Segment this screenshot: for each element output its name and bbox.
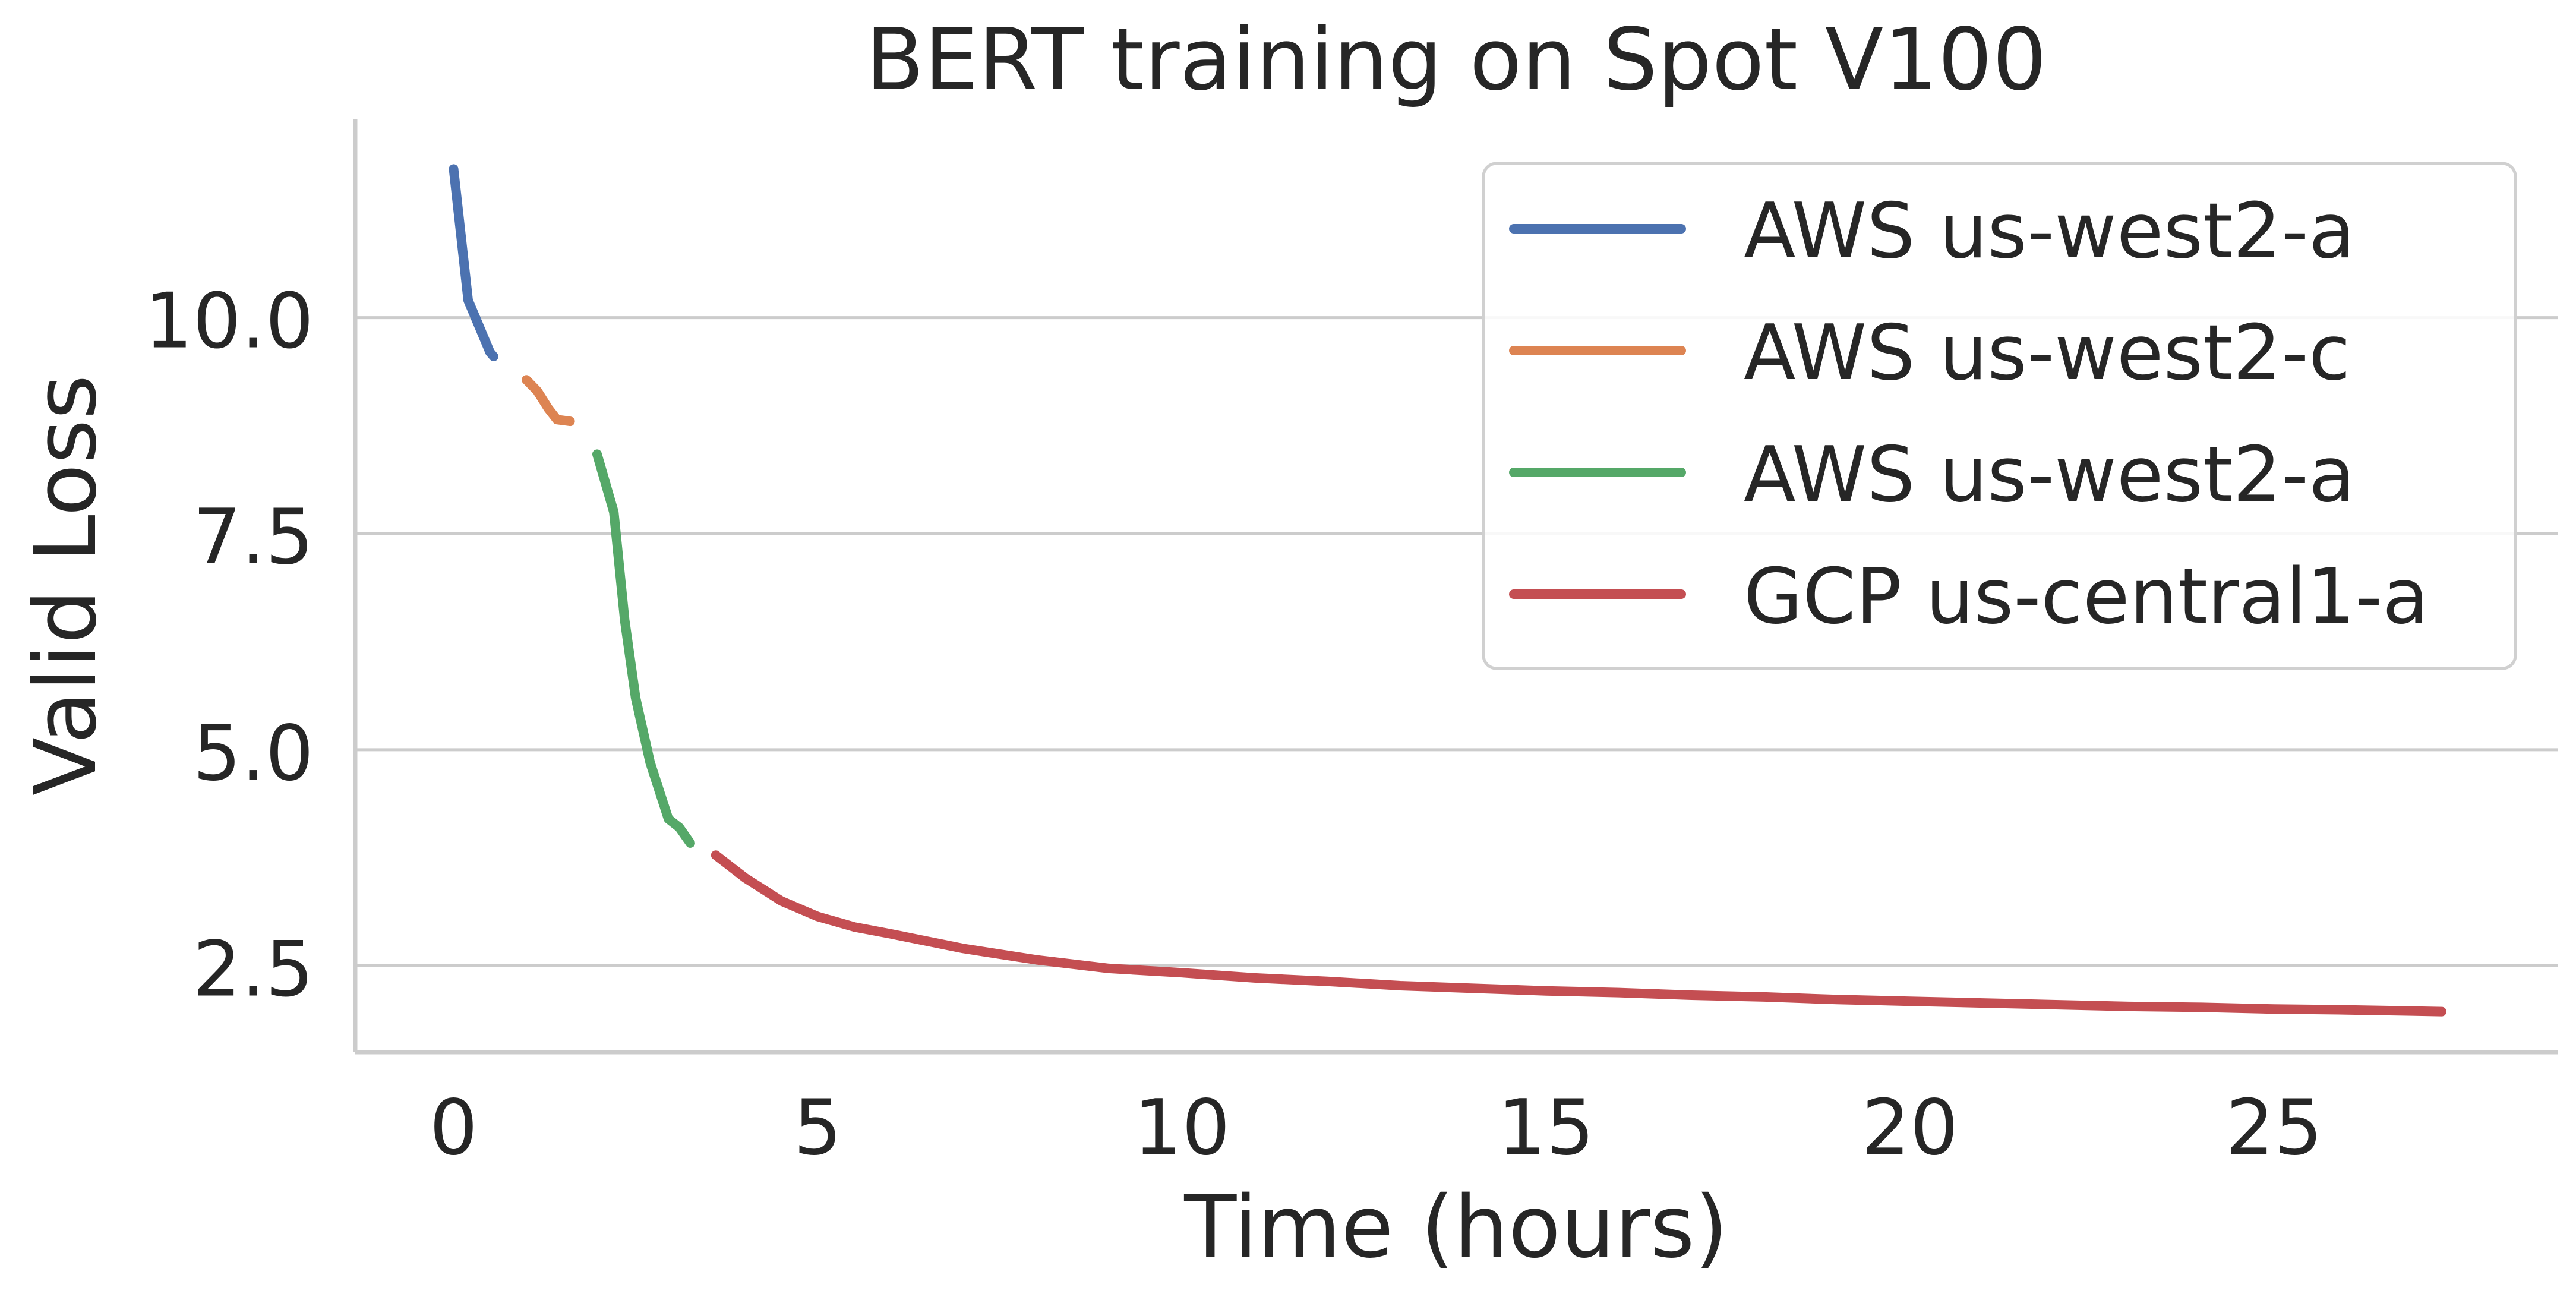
y-tick-label: 2.5	[192, 926, 314, 1014]
series-line-3	[592, 449, 695, 848]
series-line-2	[522, 375, 575, 427]
legend-items: AWS us-west2-a AWS us-west2-c AWS us-west2…	[1509, 187, 2429, 641]
legend: AWS us-west2-a AWS us-west2-c AWS us-west2…	[1482, 162, 2517, 670]
y-tick-label: 5.0	[192, 709, 314, 798]
x-axis-label: Time (hours)	[1183, 1177, 1728, 1277]
x-tick-label: 5	[794, 1084, 842, 1172]
legend-label: AWS us-west2-a	[1744, 187, 2355, 276]
x-tick-label: 0	[430, 1084, 478, 1172]
y-tick-label: 7.5	[192, 493, 314, 582]
x-tick-label: 20	[1862, 1084, 1959, 1172]
data-series	[449, 164, 2446, 1017]
legend-label: AWS us-west2-a	[1744, 431, 2355, 519]
legend-label: GCP us-central1-a	[1744, 553, 2429, 641]
chart-title: BERT training on Spot V100	[866, 10, 2047, 109]
x-tick-label: 15	[1498, 1084, 1595, 1172]
y-axis-label: Valid Loss	[15, 375, 115, 796]
series-line-1	[449, 164, 498, 361]
y-tick-labels: 2.5 5.0 7.5 10.0	[144, 277, 314, 1014]
y-tick-label: 10.0	[144, 277, 314, 366]
x-tick-label: 10	[1134, 1084, 1230, 1172]
series-line-4	[711, 850, 2446, 1017]
legend-box	[1482, 162, 2517, 670]
legend-label: AWS us-west2-c	[1744, 309, 2350, 397]
x-tick-label: 25	[2226, 1084, 2323, 1172]
x-tick-labels: 0 5 10 15 20 25	[430, 1084, 2323, 1172]
